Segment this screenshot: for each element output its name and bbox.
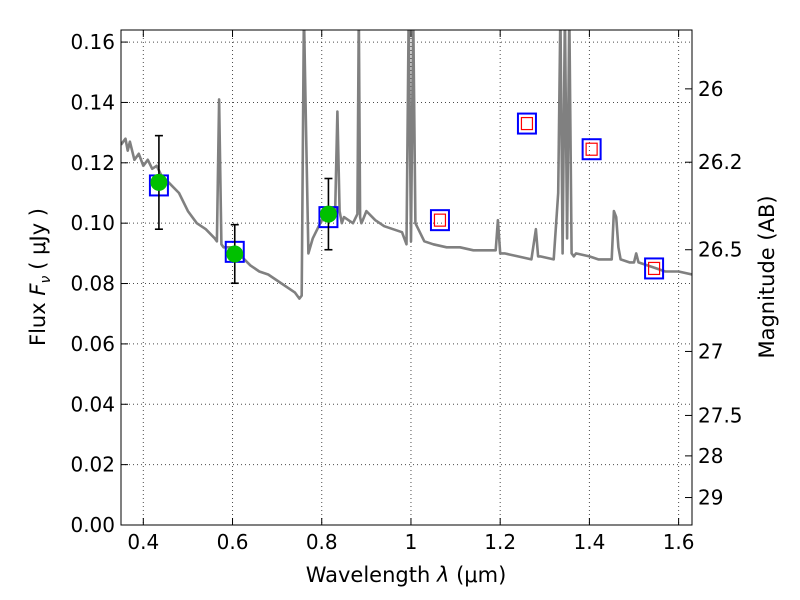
- axis-ticks: 0.4 0.6 0.8 1 1.2 1.4 1.6 0.00 0.02 0.04 0.06 0.08 0…: [70, 30, 743, 554]
- y2-tick-label: 27.5: [698, 403, 743, 427]
- x-tick-label: 0.4: [127, 530, 159, 554]
- y-tick-label: 0.14: [70, 90, 115, 114]
- grid-lines: [121, 30, 692, 526]
- y-tick-label: 0.06: [70, 332, 115, 356]
- y-tick-label: 0.04: [70, 392, 115, 416]
- y-axis-title: Flux Fν ( μJy ): [26, 208, 54, 346]
- x-tick-label: 0.6: [217, 530, 249, 554]
- upper-limit-box: [647, 261, 661, 276]
- x-axis-label: Wavelength: [306, 563, 431, 587]
- x-tick-label: 0.8: [306, 530, 338, 554]
- synthetic-flux-box: [644, 257, 665, 280]
- y-axis-label: Flux: [26, 302, 50, 346]
- photometry-markers: [148, 112, 665, 285]
- y-tick-label: 0.16: [70, 30, 115, 54]
- observed-flux-point: [226, 245, 244, 263]
- x-tick-label: 1: [405, 530, 418, 554]
- x-axis-unit: (μm): [456, 563, 506, 587]
- y2-tick-label: 26.2: [698, 150, 743, 174]
- y-tick-label: 0.12: [70, 151, 115, 175]
- y-tick-label: 0.00: [70, 513, 115, 537]
- x-axis-title: Wavelength λ (μm): [306, 563, 507, 587]
- x-tick-label: 1.4: [573, 530, 605, 554]
- observed-flux-point: [150, 173, 168, 191]
- upper-limit-box: [585, 142, 598, 156]
- y-tick-label: 0.02: [70, 453, 115, 477]
- y2-tick-label: 28: [698, 444, 723, 468]
- y2-axis-title: Magnitude (AB): [755, 195, 779, 358]
- y-tick-label: 0.10: [70, 211, 115, 235]
- x-tick-label: 1.6: [663, 530, 695, 554]
- y-axis-unit: ( μJy ): [26, 208, 50, 270]
- y-tick-label: 0.08: [70, 272, 115, 296]
- y2-tick-label: 26: [698, 77, 723, 101]
- y-axis-symbol: F: [26, 283, 50, 296]
- model-spectrum-line: [121, 30, 692, 300]
- y-axis-subscript: ν: [38, 276, 54, 284]
- observed-flux-point: [319, 205, 337, 223]
- y2-tick-label: 27: [698, 339, 723, 363]
- plot-frame: [120, 29, 693, 526]
- upper-limit-box: [520, 116, 534, 131]
- upper-limit-box: [433, 213, 447, 227]
- synthetic-flux-box: [429, 209, 450, 232]
- synthetic-flux-box: [581, 138, 602, 161]
- synthetic-flux-box: [516, 112, 537, 135]
- y2-tick-label: 29: [698, 486, 723, 510]
- x-axis-symbol: λ: [436, 563, 449, 587]
- x-tick-label: 1.2: [484, 530, 516, 554]
- y2-tick-label: 26.5: [698, 238, 743, 262]
